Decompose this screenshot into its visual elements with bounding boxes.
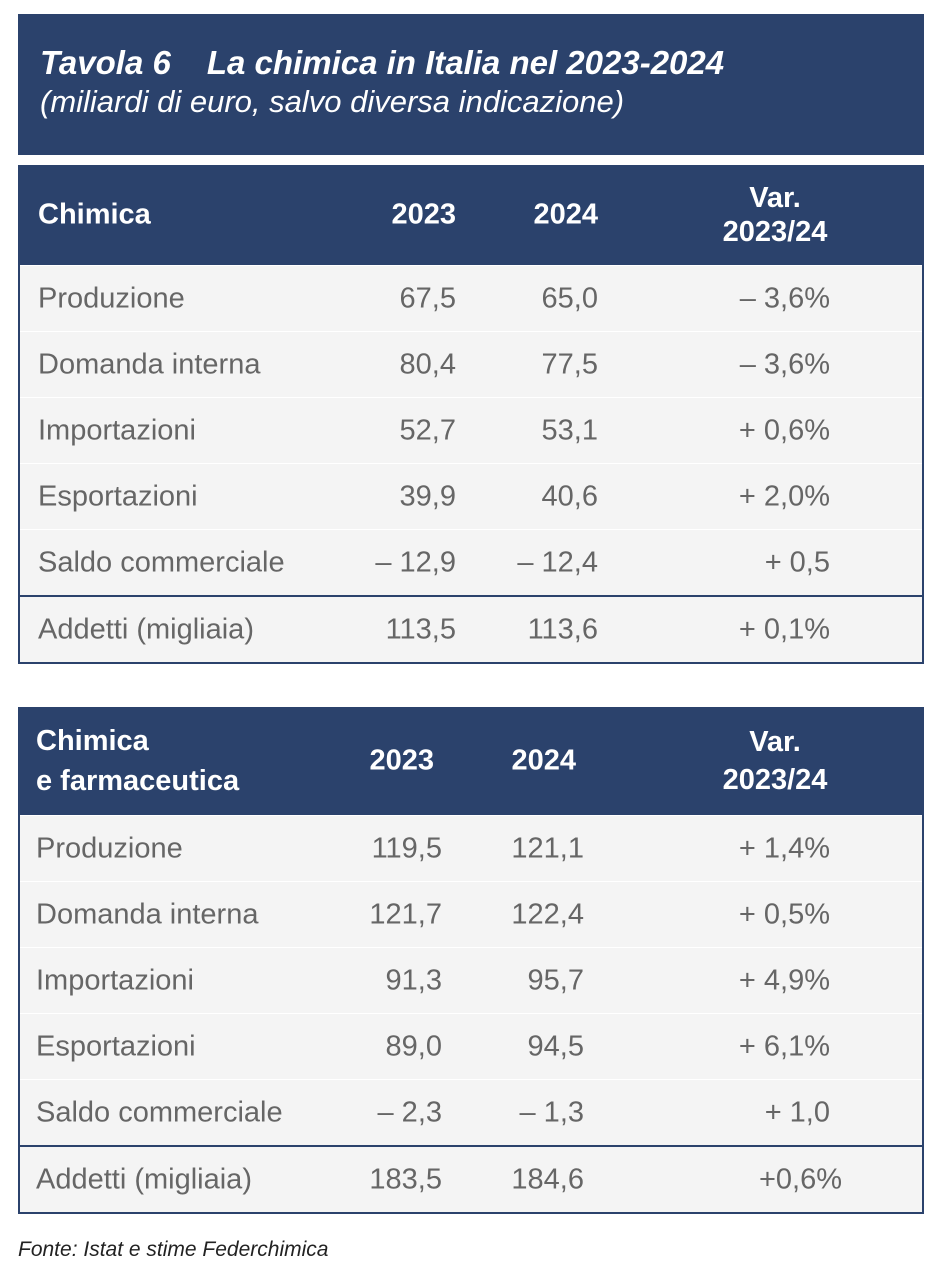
value-2023: 183,5 (369, 1163, 442, 1195)
value-2023: 113,5 (385, 613, 456, 645)
value-2024: 65,0 (541, 282, 598, 314)
row-label: Addetti (migliaia) (36, 1163, 252, 1195)
header-var-line2: 2023/24 (722, 216, 828, 248)
value-2023: 67,5 (399, 282, 456, 314)
value-2023: 91,3 (385, 964, 442, 996)
value-2023: 121,7 (369, 898, 442, 930)
value-variation: + 0,1% (738, 613, 830, 645)
value-variation: + 1,0 (764, 1096, 830, 1128)
table-row: Importazioni 91,3 95,7 + 4,9% (20, 947, 922, 1013)
table-row: Esportazioni 39,9 40,6 + 2,0% (20, 463, 922, 529)
value-variation: + 0,5 (764, 546, 830, 578)
source-note: Fonte: Istat e stime Federchimica (18, 1238, 329, 1261)
row-label: Domanda interna (36, 898, 259, 930)
value-2024: 121,1 (511, 832, 584, 864)
header-var: Var. 2023/24 (660, 181, 890, 249)
value-variation: +0,6% (758, 1163, 842, 1195)
value-variation: + 0,5% (738, 898, 830, 930)
header-name: Chimica e farmaceutica (36, 721, 239, 801)
value-2024: 77,5 (541, 348, 598, 380)
value-2024: 122,4 (511, 898, 584, 930)
table-row: Domanda interna 80,4 77,5 – 3,6% (20, 331, 922, 397)
row-label: Produzione (38, 282, 185, 314)
table-title-box: Tavola 6 La chimica in Italia nel 2023-20… (18, 14, 924, 155)
table-row: Addetti (migliaia) 183,5 184,6 +0,6% (20, 1145, 922, 1212)
table-row: Saldo commerciale – 12,9 – 12,4 + 0,5 (20, 529, 922, 595)
value-2024: 113,6 (527, 613, 598, 645)
table-row: Produzione 119,5 121,1 + 1,4% (20, 815, 922, 881)
header-2024: 2024 (511, 744, 576, 777)
value-2024: 53,1 (541, 414, 598, 446)
header-var-line1: Var. (749, 182, 801, 214)
header-var-line1: Var. (749, 726, 801, 758)
header-name-line2: e farmaceutica (36, 765, 240, 797)
header-2024: 2024 (533, 198, 598, 231)
value-2024: 94,5 (527, 1030, 584, 1062)
table-header: Chimica e farmaceutica 2023 2024 Var. 2023… (20, 707, 922, 815)
table-chimica: Chimica 2023 2024 Var. 2023/24 Produzione… (18, 165, 924, 664)
table-row: Saldo commerciale – 2,3 – 1,3 + 1,0 (20, 1079, 922, 1145)
value-2024: 184,6 (511, 1163, 584, 1195)
table-title: La chimica in Italia nel 2023-2024 (206, 44, 725, 81)
row-label: Esportazioni (36, 1030, 196, 1062)
table-header: Chimica 2023 2024 Var. 2023/24 (20, 165, 922, 265)
value-2024: 40,6 (541, 480, 598, 512)
table-row: Domanda interna 121,7 122,4 + 0,5% (20, 881, 922, 947)
value-variation: – 3,6% (739, 348, 830, 380)
value-2023: 39,9 (399, 480, 456, 512)
row-label: Saldo commerciale (36, 1096, 283, 1128)
table-number: Tavola 6 (40, 44, 171, 81)
table-row: Produzione 67,5 65,0 – 3,6% (20, 265, 922, 331)
value-2023: 80,4 (399, 348, 456, 380)
table-row: Importazioni 52,7 53,1 + 0,6% (20, 397, 922, 463)
value-variation: + 0,6% (738, 414, 830, 446)
row-label: Importazioni (36, 964, 194, 996)
value-variation: – 3,6% (739, 282, 830, 314)
value-variation: + 2,0% (738, 480, 830, 512)
value-2023: – 2,3 (377, 1096, 443, 1128)
row-label: Esportazioni (38, 480, 198, 512)
value-2023: 89,0 (385, 1030, 442, 1062)
header-2023: 2023 (369, 744, 434, 777)
table-subtitle: (miliardi di euro, salvo diversa indicaz… (40, 84, 625, 119)
value-2024: – 12,4 (517, 546, 598, 578)
header-name-line1: Chimica (36, 725, 149, 757)
value-variation: + 1,4% (738, 832, 830, 864)
value-2023: – 12,9 (375, 546, 456, 578)
row-label: Domanda interna (38, 348, 261, 380)
row-label: Produzione (36, 832, 183, 864)
value-variation: + 6,1% (738, 1030, 830, 1062)
header-2023: 2023 (391, 198, 456, 231)
value-2024: – 1,3 (519, 1096, 585, 1128)
header-name: Chimica (38, 198, 151, 231)
value-2023: 52,7 (399, 414, 456, 446)
value-variation: + 4,9% (738, 964, 830, 996)
header-var-line2: 2023/24 (722, 764, 828, 796)
value-2024: 95,7 (527, 964, 584, 996)
table-row: Addetti (migliaia) 113,5 113,6 + 0,1% (20, 595, 922, 662)
row-label: Importazioni (38, 414, 196, 446)
table-row: Esportazioni 89,0 94,5 + 6,1% (20, 1013, 922, 1079)
row-label: Saldo commerciale (38, 546, 285, 578)
table-chimica-farmaceutica: Chimica e farmaceutica 2023 2024 Var. 2023… (18, 707, 924, 1214)
row-label: Addetti (migliaia) (38, 613, 254, 645)
header-var: Var. 2023/24 (660, 723, 890, 799)
value-2023: 119,5 (371, 832, 442, 864)
